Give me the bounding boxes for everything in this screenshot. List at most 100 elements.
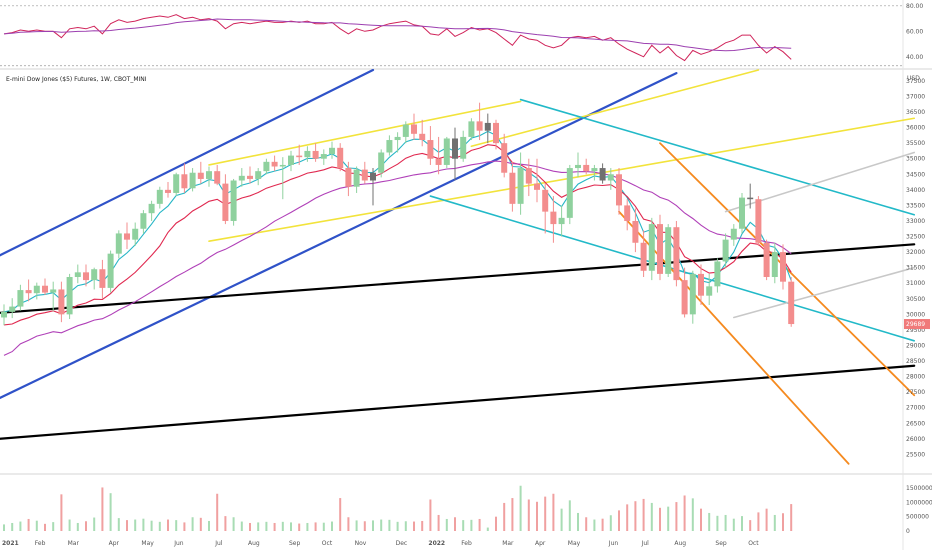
candle-body <box>230 180 237 221</box>
candle-body <box>173 174 180 193</box>
volume-bar <box>765 508 768 531</box>
volume-tick-label: 0 <box>906 528 910 535</box>
cyan-upper <box>519 98 916 216</box>
time-axis-label: Apr <box>535 540 546 547</box>
volume-bar <box>536 501 538 531</box>
candle-body <box>361 169 368 181</box>
candle-body <box>517 168 524 204</box>
rsi-pane <box>0 5 903 67</box>
candle-body <box>370 172 376 181</box>
volume-bar <box>11 522 14 531</box>
time-axis-label: May <box>568 540 581 547</box>
volume-bar <box>314 522 317 531</box>
volume-bar <box>68 519 71 531</box>
candle-body <box>148 203 155 214</box>
volume-bar <box>470 519 473 531</box>
price-tick-label: 26000 <box>906 436 925 443</box>
rsi-tick-label: 80.00 <box>906 3 923 10</box>
candle-body <box>50 289 57 293</box>
candle-body <box>542 189 549 212</box>
volume-bar <box>175 520 178 531</box>
candle-body <box>706 286 713 296</box>
candles <box>1 102 795 327</box>
candle-body <box>509 172 516 204</box>
volume-bar <box>503 502 506 531</box>
volume-bar <box>519 485 522 531</box>
candle-body <box>1 311 7 318</box>
candle-body <box>345 168 352 187</box>
time-axis-label: Nov <box>355 540 367 547</box>
volume-bar <box>724 514 727 531</box>
volume-bar <box>265 521 268 531</box>
volume-bar <box>741 516 743 531</box>
price-tick-label: 37000 <box>906 93 925 100</box>
volume-bar <box>675 502 678 531</box>
candle-body <box>124 233 130 240</box>
candle-body <box>189 172 196 189</box>
cyan-lower <box>429 195 916 342</box>
candle-body <box>288 155 294 165</box>
volume-bar <box>495 516 497 531</box>
volume-bar <box>19 521 22 531</box>
volume-bar <box>388 519 391 531</box>
time-axis-label: Jul <box>214 540 223 547</box>
price-tick-label: 28500 <box>906 358 925 365</box>
candle-body <box>525 168 532 184</box>
volume-bar <box>249 522 251 531</box>
candle-body <box>83 272 89 281</box>
candle-body <box>534 183 540 190</box>
candle-body <box>665 227 672 274</box>
price-axis-unit: USD <box>907 75 920 82</box>
volume-bar <box>577 512 579 531</box>
volume-bar <box>511 498 514 531</box>
candle-body <box>616 174 622 206</box>
volume-bar <box>527 499 530 531</box>
volume-bar <box>478 518 481 531</box>
candle-body <box>74 272 81 278</box>
candle-body <box>468 121 475 137</box>
volume-bar <box>60 494 63 531</box>
volume-bar <box>757 512 760 531</box>
volume-bar <box>650 502 653 531</box>
volume-bar <box>708 512 711 531</box>
price-tick-label: 32500 <box>906 234 925 241</box>
candle-body <box>394 136 401 141</box>
candle-body <box>558 217 565 225</box>
volume-bar <box>93 517 96 531</box>
price-tick-label: 25500 <box>906 451 925 458</box>
candle-body <box>33 285 40 294</box>
candle-body <box>681 280 688 315</box>
volume-bar <box>626 504 629 531</box>
candle-body <box>115 233 122 254</box>
volume-bar <box>3 524 5 531</box>
volume-bar <box>257 522 260 531</box>
black-lower <box>0 364 916 440</box>
candle-body <box>452 138 458 159</box>
candle-body <box>739 197 745 229</box>
volume-bar <box>380 519 383 531</box>
volume-bar <box>101 487 104 531</box>
price-tick-label: 36000 <box>906 125 925 132</box>
time-axis-label: 2022 <box>428 540 445 547</box>
candle-body <box>378 152 385 173</box>
price-tick-label: 30000 <box>906 311 925 318</box>
volume-bar <box>322 522 325 531</box>
volume-bar <box>199 517 202 531</box>
volume-bar <box>560 508 563 531</box>
candle-body <box>640 242 647 271</box>
yellow-upper-long <box>470 69 760 148</box>
candle-body <box>107 253 114 288</box>
price-tick-label: 30500 <box>906 296 925 303</box>
price-tick-label: 35000 <box>906 156 925 163</box>
volume-bar <box>609 515 612 531</box>
ema-mid-line <box>3 144 792 326</box>
price-tick-label: 36500 <box>906 109 925 116</box>
yellow-upper-short <box>208 100 522 166</box>
price-tick-label: 27000 <box>906 405 925 412</box>
volume-bar <box>585 517 588 531</box>
candle-body <box>165 189 171 193</box>
candle-body <box>443 138 450 165</box>
time-axis-label: Mar <box>502 540 514 547</box>
candle-body <box>493 122 499 144</box>
